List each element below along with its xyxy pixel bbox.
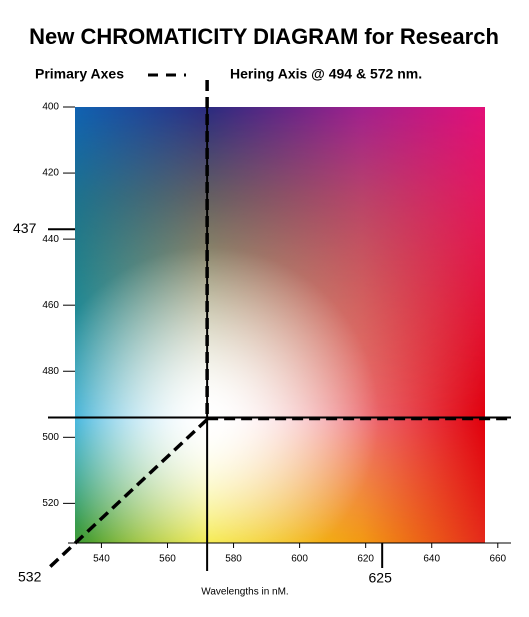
x-tick-label: 660 <box>489 554 506 565</box>
y-tick-label: 420 <box>42 168 59 179</box>
y-tick-label: 440 <box>42 234 59 245</box>
legend-label: Hering Axis @ 494 & 572 nm. <box>230 66 422 82</box>
x-tick-label: 620 <box>357 554 374 565</box>
y-tick-label: 460 <box>42 300 59 311</box>
x-tick-label: 640 <box>423 554 440 565</box>
y-marker-label: 437 <box>13 220 37 236</box>
y-tick-label: 500 <box>42 432 59 443</box>
y-tick-label: 520 <box>42 498 59 509</box>
white-point <box>75 107 485 543</box>
legend-label: Primary Axes <box>35 66 124 82</box>
y-tick-label: 400 <box>42 102 59 113</box>
x-tick-label: 540 <box>93 554 110 565</box>
y-tick-label: 480 <box>42 366 59 377</box>
x-tick-label: 580 <box>225 554 242 565</box>
color-field <box>75 107 485 543</box>
x-tick-label: 560 <box>159 554 176 565</box>
corner-label: 532 <box>18 569 42 585</box>
x-axis-label: Wavelengths in nM. <box>201 587 288 598</box>
x-tick-label: 600 <box>291 554 308 565</box>
x-marker-label: 625 <box>369 570 393 586</box>
chart-title: New CHROMATICITY DIAGRAM for Research <box>29 24 499 49</box>
primary-axis <box>44 418 209 572</box>
